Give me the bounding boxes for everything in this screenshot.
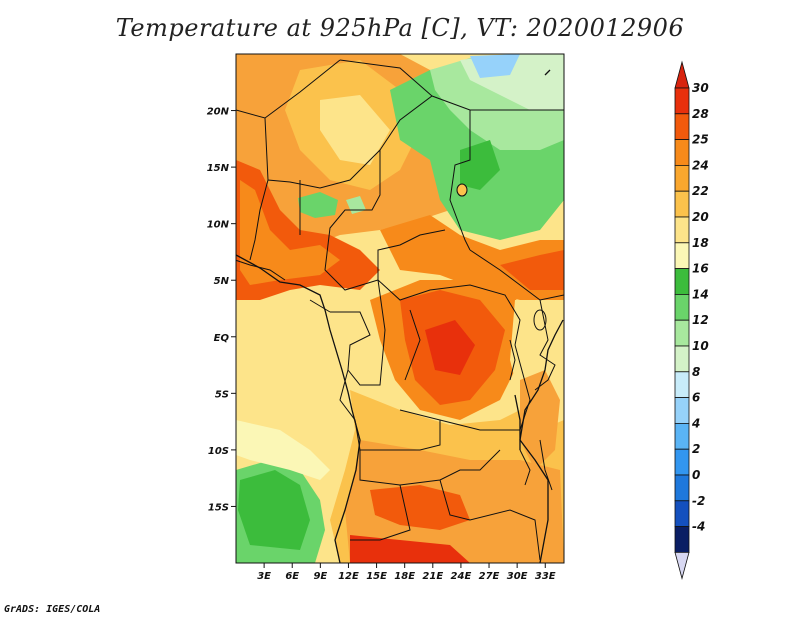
lat-tick-label: 15S: [208, 502, 229, 513]
lon-tick-label: 18E: [394, 571, 415, 582]
lat-tick-label: 10S: [208, 446, 229, 457]
lon-tick-label: 33E: [535, 571, 556, 582]
east-africa-warm: [520, 370, 560, 470]
colorbar-segment: [674, 216, 690, 244]
lat-tick-label: 5S: [215, 389, 229, 400]
colorbar-label: -2: [692, 494, 705, 508]
congo-basin-red: [425, 320, 475, 375]
latitude-axis: 20N 15N 10N 5N EQ 5S 10S 15S: [207, 107, 236, 513]
colorbar-label: 30: [692, 81, 709, 95]
lat-tick-label: 20N: [207, 107, 230, 118]
colorbar-segment: [674, 500, 690, 527]
colorbar-segment: [674, 87, 690, 115]
colorbar-label: 24: [692, 158, 709, 172]
lon-tick-label: 6E: [285, 571, 299, 582]
map-frame: [235, 53, 565, 564]
colorbar-segment: [674, 448, 690, 476]
southern-hot-bottom: [350, 535, 470, 563]
lat-tick-label: 10N: [207, 220, 230, 231]
colorbar-label: 12: [692, 313, 709, 327]
colorbar-segment: [674, 190, 690, 218]
sahel-green-patch: [298, 192, 338, 218]
longitude-axis: 3E 6E 9E 12E 15E 18E 21E 24E 27E 30E 33E: [257, 563, 556, 582]
colorbar-label: 10: [692, 339, 709, 353]
lat-tick-label: 5N: [214, 276, 230, 287]
lat-tick-label: EQ: [214, 333, 230, 344]
colorbar-bottom-arrow: [674, 552, 690, 580]
colorbar-segment: [674, 319, 690, 347]
colorbar-segment: [674, 345, 690, 373]
colorbar-segment: [674, 164, 690, 192]
sahara-light-region: [320, 95, 390, 165]
lon-tick-label: 3E: [257, 571, 271, 582]
lat-tick-label: 15N: [207, 163, 230, 174]
lakes: [456, 183, 547, 486]
colorbar-label: 0: [692, 468, 700, 482]
colorbar-segment: [674, 293, 690, 321]
lon-tick-label: 30E: [507, 571, 528, 582]
colorbar-segment: [674, 268, 690, 295]
colorbar-label: 16: [692, 262, 709, 276]
colorbar-segment: [674, 397, 690, 424]
colorbar-segment: [674, 526, 690, 553]
colorbar-segment: [674, 139, 690, 166]
colorbar-segment: [674, 242, 690, 270]
country-borders: [236, 59, 564, 561]
colorbar-label: 6: [692, 391, 700, 405]
colorbar-top-arrow: [674, 60, 690, 89]
grads-credit: GrADS: IGES/COLA: [4, 604, 101, 615]
colorbar-label: 18: [692, 236, 709, 250]
northeast-blue-patch: [470, 54, 520, 78]
colorbar-label: 28: [692, 107, 709, 121]
colorbar-segment: [674, 474, 690, 502]
colorbar-label: 25: [692, 133, 709, 147]
lon-tick-label: 21E: [422, 571, 443, 582]
colorbar-segment: [674, 371, 690, 398]
lon-tick-label: 24E: [451, 571, 472, 582]
map-title: Temperature at 925hPa [C], VT: 202001290…: [115, 14, 685, 42]
atlantic-pale-band: [236, 420, 330, 480]
east-sahel-red: [500, 250, 564, 290]
lon-tick-label: 12E: [338, 571, 359, 582]
map-plot-area: [236, 54, 564, 563]
colorbar-label: 4: [691, 416, 700, 430]
lon-tick-label: 15E: [366, 571, 387, 582]
colorbar-label: 20: [692, 210, 709, 224]
lon-tick-label: 27E: [479, 571, 500, 582]
colorbar-segment: [674, 422, 690, 450]
colorbar-label: 22: [692, 184, 709, 198]
colorbar-label: 14: [692, 287, 709, 301]
colorbar-label: -4: [692, 520, 705, 534]
atlantic-cool-core: [238, 470, 310, 550]
west-africa-orange: [240, 180, 340, 285]
coastlines: [236, 69, 564, 563]
colorbar-label: 2: [692, 442, 700, 456]
colorbar-label: 8: [692, 365, 700, 379]
colorbar-segment: [674, 113, 690, 141]
lon-tick-label: 9E: [313, 571, 327, 582]
